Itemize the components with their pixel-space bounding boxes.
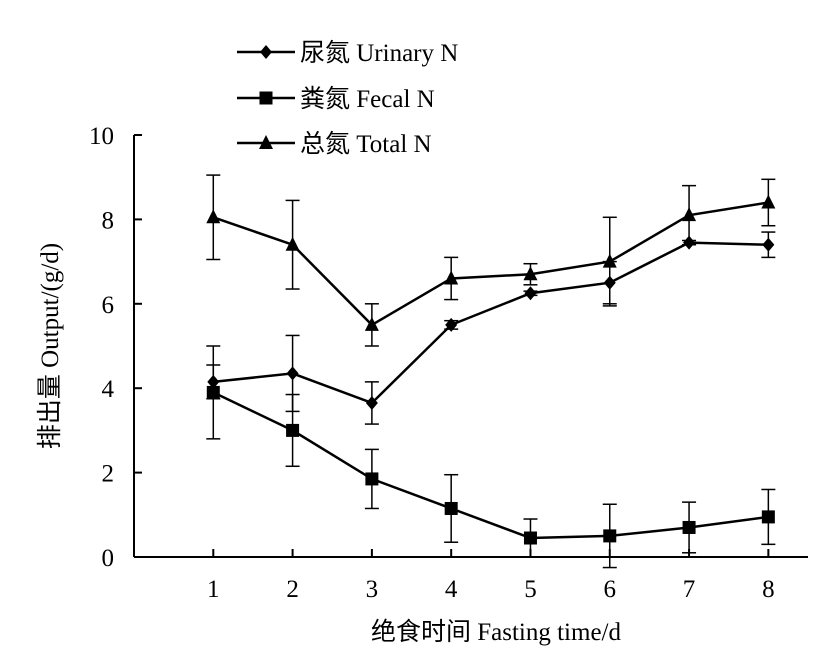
urinary-n-point <box>286 366 299 381</box>
fecal-n-point <box>682 520 696 534</box>
urinary-n-point <box>365 395 378 410</box>
x-tick-label: 3 <box>366 576 379 603</box>
y-tick-label: 10 <box>89 123 114 150</box>
x-ticks: 1 2 3 4 5 6 7 8 <box>207 549 775 603</box>
x-tick-label: 1 <box>207 576 220 603</box>
legend-item-total-n: 总氮 Total N <box>237 130 432 158</box>
total-n-point <box>761 194 776 209</box>
x-tick-label: 8 <box>762 576 775 603</box>
x-tick-label: 6 <box>604 576 617 603</box>
total-n-point <box>602 253 617 268</box>
series-total-n <box>206 174 776 347</box>
axes <box>133 135 808 558</box>
legend-label: 总氮 Total N <box>300 130 432 158</box>
total-n-point <box>444 270 459 285</box>
y-axis-title: 排出量 Output/(g/d) <box>36 243 64 449</box>
legend-item-fecal-n: 粪氮 Fecal N <box>237 85 435 113</box>
legend-marker-square <box>259 91 273 105</box>
total-n-point <box>285 236 300 251</box>
x-tick-label: 7 <box>683 576 696 603</box>
urinary-n-line <box>213 241 769 405</box>
y-tick-label: 4 <box>102 376 115 403</box>
total-n-point <box>364 316 379 331</box>
legend-marker-triangle <box>259 135 273 149</box>
series-fecal-n <box>206 345 776 569</box>
x-tick-label: 2 <box>286 576 299 603</box>
series-layer <box>206 174 776 569</box>
urinary-n-point <box>524 286 537 301</box>
urinary-n-point <box>445 317 458 332</box>
fecal-n-point <box>206 385 220 399</box>
total-n-point <box>682 207 697 222</box>
fecal-n-point <box>286 423 300 437</box>
x-axis-title: 绝食时间 Fasting time/d <box>371 618 622 646</box>
y-tick-label: 8 <box>102 207 115 234</box>
total-n-point <box>206 209 221 224</box>
legend-label: 粪氮 Fecal N <box>300 85 435 113</box>
fecal-n-point <box>523 531 537 545</box>
legend: 尿氮 Urinary N 粪氮 Fecal N 总氮 Total N <box>237 39 458 158</box>
y-ticks: 0 2 4 6 8 10 <box>89 123 142 572</box>
total-n-point <box>523 266 538 281</box>
y-tick-label: 0 <box>102 545 115 572</box>
fecal-n-point <box>365 472 379 486</box>
y-tick-label: 6 <box>102 292 115 319</box>
x-tick-label: 5 <box>524 576 537 603</box>
x-tick-label: 4 <box>445 576 458 603</box>
legend-marker-diamond <box>260 45 272 59</box>
legend-item-urinary-n: 尿氮 Urinary N <box>237 39 458 67</box>
urinary-n-point <box>762 237 775 252</box>
fecal-n-point <box>761 510 775 524</box>
total-n-line <box>212 201 769 327</box>
fecal-n-point <box>603 529 617 543</box>
y-tick-label: 2 <box>102 461 115 488</box>
legend-label: 尿氮 Urinary N <box>300 39 458 67</box>
fecal-n-point <box>444 501 458 515</box>
fecal-n-line <box>212 391 769 540</box>
